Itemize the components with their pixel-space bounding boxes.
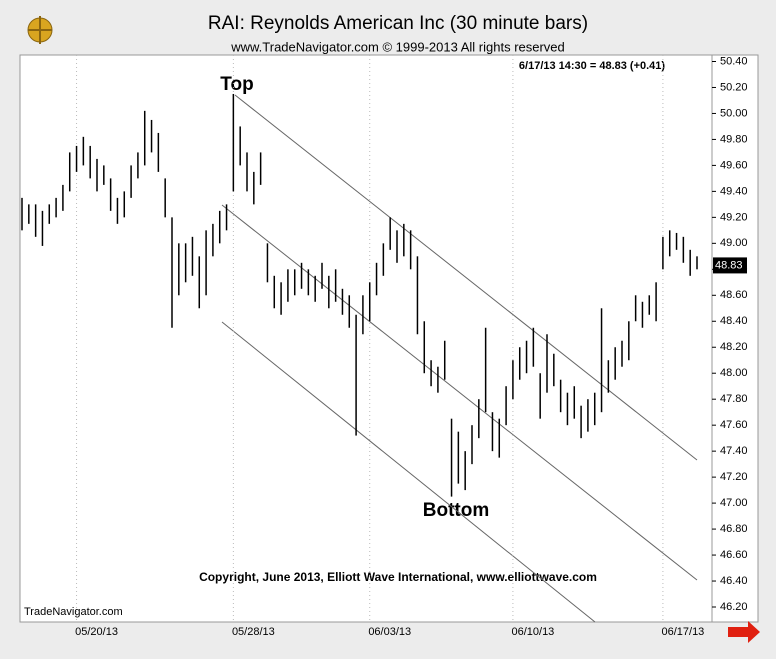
- y-tick-label: 46.40: [720, 575, 748, 587]
- channel-line: [221, 321, 596, 623]
- x-tick-label: 06/17/13: [661, 626, 704, 638]
- y-tick-label: 47.80: [720, 393, 748, 405]
- y-tick-label: 50.20: [720, 81, 748, 93]
- y-tick-label: 49.00: [720, 237, 748, 249]
- last-price-box: [713, 257, 747, 274]
- y-tick-label: 49.20: [720, 211, 748, 223]
- last-price-label: 48.83: [715, 259, 743, 271]
- logo: [27, 16, 53, 44]
- y-tick-label: 47.20: [720, 471, 748, 483]
- scroll-arrow[interactable]: [728, 621, 760, 643]
- y-tick-label: 46.80: [720, 523, 748, 535]
- y-tick-label: 48.00: [720, 367, 748, 379]
- axis-area: [711, 54, 759, 623]
- y-tick-label: 50.00: [720, 107, 748, 119]
- y-tick-label: 48.40: [720, 315, 748, 327]
- x-tick-label: 05/28/13: [232, 626, 275, 638]
- x-tick-label: 06/03/13: [368, 626, 411, 638]
- price-info: 6/17/13 14:30 = 48.83 (+0.41): [519, 60, 666, 72]
- y-tick-label: 46.20: [720, 601, 748, 613]
- y-tick-label: 48.20: [720, 341, 748, 353]
- y-tick-label: 47.40: [720, 445, 748, 457]
- copyright: Copyright, June 2013, Elliott Wave Inter…: [199, 570, 597, 584]
- y-tick-label: 46.60: [720, 549, 748, 561]
- annotation: Top: [220, 74, 253, 95]
- channel-line: [234, 94, 698, 461]
- subtitle: www.TradeNavigator.com © 1999-2013 All r…: [230, 39, 565, 54]
- y-tick-label: 47.60: [720, 419, 748, 431]
- y-tick-label: 48.60: [720, 289, 748, 301]
- y-tick-label: 49.80: [720, 133, 748, 145]
- x-tick-label: 05/20/13: [75, 626, 118, 638]
- x-tick-label: 06/10/13: [511, 626, 554, 638]
- y-tick-label: 49.60: [720, 159, 748, 171]
- chart-title: RAI: Reynolds American Inc (30 minute ba…: [208, 13, 588, 34]
- y-tick-label: 49.40: [720, 185, 748, 197]
- plot-area: [19, 54, 713, 623]
- y-tick-label: 50.40: [720, 55, 748, 67]
- y-tick-label: 47.00: [720, 497, 748, 509]
- source: TradeNavigator.com: [24, 606, 123, 618]
